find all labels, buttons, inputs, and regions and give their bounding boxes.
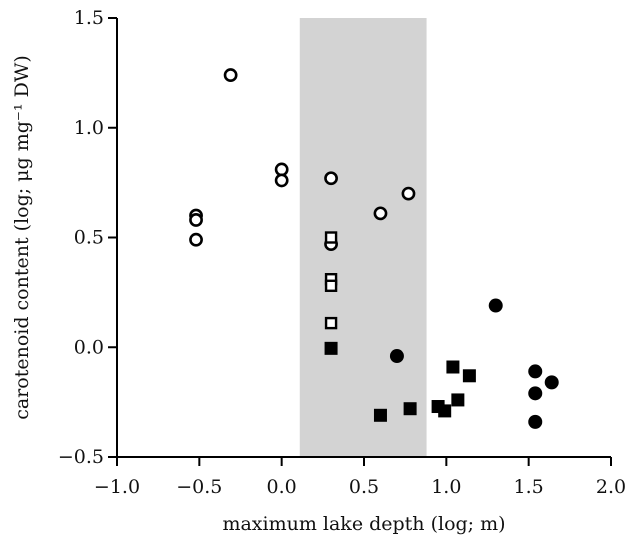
y-tick-label: 0.5 [74,227,104,249]
data-point-open-circle [324,171,338,186]
x-axis-label: maximum lake depth (log; m) [222,513,505,535]
data-point-open-circle [223,68,238,82]
data-point-filled-square [462,369,476,383]
data-point-filled-square [373,408,387,422]
data-point-filled-square [438,404,452,418]
data-point-filled-circle [528,386,543,401]
x-tick-label: 1.0 [431,476,461,498]
data-point-filled-square [446,360,460,374]
data-point-open-square [324,279,338,292]
data-point-filled-square [403,402,417,416]
data-point-filled-circle [389,349,404,364]
data-point-open-circle [189,232,203,247]
y-tick-label: 1.0 [74,117,104,139]
x-tick-label: 1.5 [514,476,544,498]
data-point-open-square [324,316,338,330]
data-point-open-circle [373,206,388,221]
shaded-region [299,18,427,457]
data-point-open-circle [274,173,289,188]
x-tick-label: 0.0 [267,476,297,498]
data-point-filled-square [451,393,465,407]
data-point-open-circle [401,186,416,201]
x-tick-label: 0.5 [349,476,379,498]
y-tick-label: 0.0 [74,336,104,358]
data-point-open-circle [189,213,203,227]
x-tick-label: 2.0 [596,476,626,498]
y-tick-label: −0.5 [58,446,104,468]
data-point-filled-circle [528,364,543,379]
data-point-open-circle [274,162,289,177]
data-point-filled-square [324,341,338,355]
data-point-filled-circle [528,414,543,429]
data-point-filled-circle [544,375,559,390]
data-point-filled-circle [488,298,503,313]
y-tick-label: 1.5 [74,7,104,29]
y-axis-label: carotenoid content (log; μg mg⁻¹ DW) [11,55,33,420]
x-tick-label: −1.0 [94,476,140,498]
x-tick-label: −0.5 [176,476,222,498]
data-point-open-square [324,231,338,244]
